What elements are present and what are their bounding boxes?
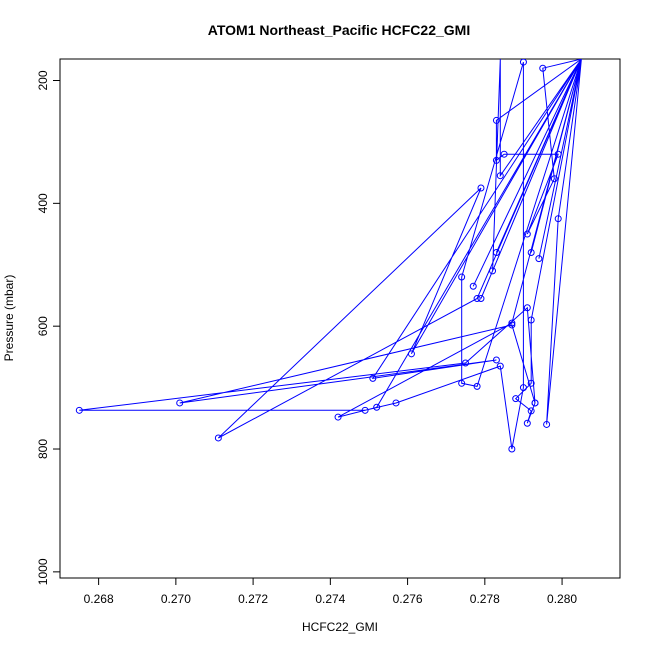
data-point [492,356,500,364]
chart-title: ATOM1 Northeast_Pacific HCFC22_GMI [208,22,470,38]
data-point [539,64,547,72]
data-point [492,156,500,164]
x-axis-label: HCFC22_GMI [302,620,378,634]
data-point [554,215,562,223]
data-point [523,304,531,312]
y-axis-label: Pressure (mbar) [2,275,16,362]
data-point [535,255,543,263]
data-point [523,230,531,238]
data-point [531,399,539,407]
data-point [496,362,504,370]
x-axis: 0.268 0.270 0.272 0.274 0.276 0.278 0.280 [84,578,577,606]
data-point [477,295,485,303]
y-tick-label: 800 [36,439,50,459]
plot-frame [59,58,621,579]
x-tick-label: 0.268 [84,592,114,606]
data-point [473,295,481,303]
data-point [496,172,504,180]
data-point [550,175,558,183]
data-point [214,434,222,442]
series-line [79,59,582,450]
data-point [334,413,342,421]
data-point [361,406,369,414]
data-point [554,150,562,158]
data-point [508,445,516,453]
data-point [75,406,83,414]
data-point [407,350,415,358]
data-point [369,374,377,382]
data-point [508,319,516,327]
data-point [527,379,535,387]
data-point [543,420,551,428]
data-point [519,384,527,392]
y-tick-label: 600 [36,316,50,336]
data-point [512,395,520,403]
data-point [176,399,184,407]
data-point [477,184,485,192]
series-layer [75,59,582,453]
data-point [500,150,508,158]
data-point [492,248,500,256]
data-point [527,316,535,324]
x-tick-label: 0.274 [315,592,345,606]
data-point [392,399,400,407]
x-tick-label: 0.276 [393,592,423,606]
x-tick-label: 0.278 [470,592,500,606]
data-point [489,267,497,275]
data-point [519,59,527,66]
data-point [492,116,500,124]
y-axis: 200 400 600 800 1000 [36,70,60,585]
data-point [462,359,470,367]
x-tick-label: 0.280 [547,592,577,606]
y-tick-label: 400 [36,193,50,213]
data-point [527,407,535,415]
data-point [523,419,531,427]
data-point [458,273,466,281]
y-tick-label: 1000 [36,558,50,585]
data-point [473,382,481,390]
data-point [527,248,535,256]
y-tick-label: 200 [36,70,50,90]
x-tick-label: 0.270 [161,592,191,606]
data-point [469,282,477,290]
data-point [508,321,516,329]
data-point [373,403,381,411]
data-point [458,379,466,387]
x-tick-label: 0.272 [238,592,268,606]
